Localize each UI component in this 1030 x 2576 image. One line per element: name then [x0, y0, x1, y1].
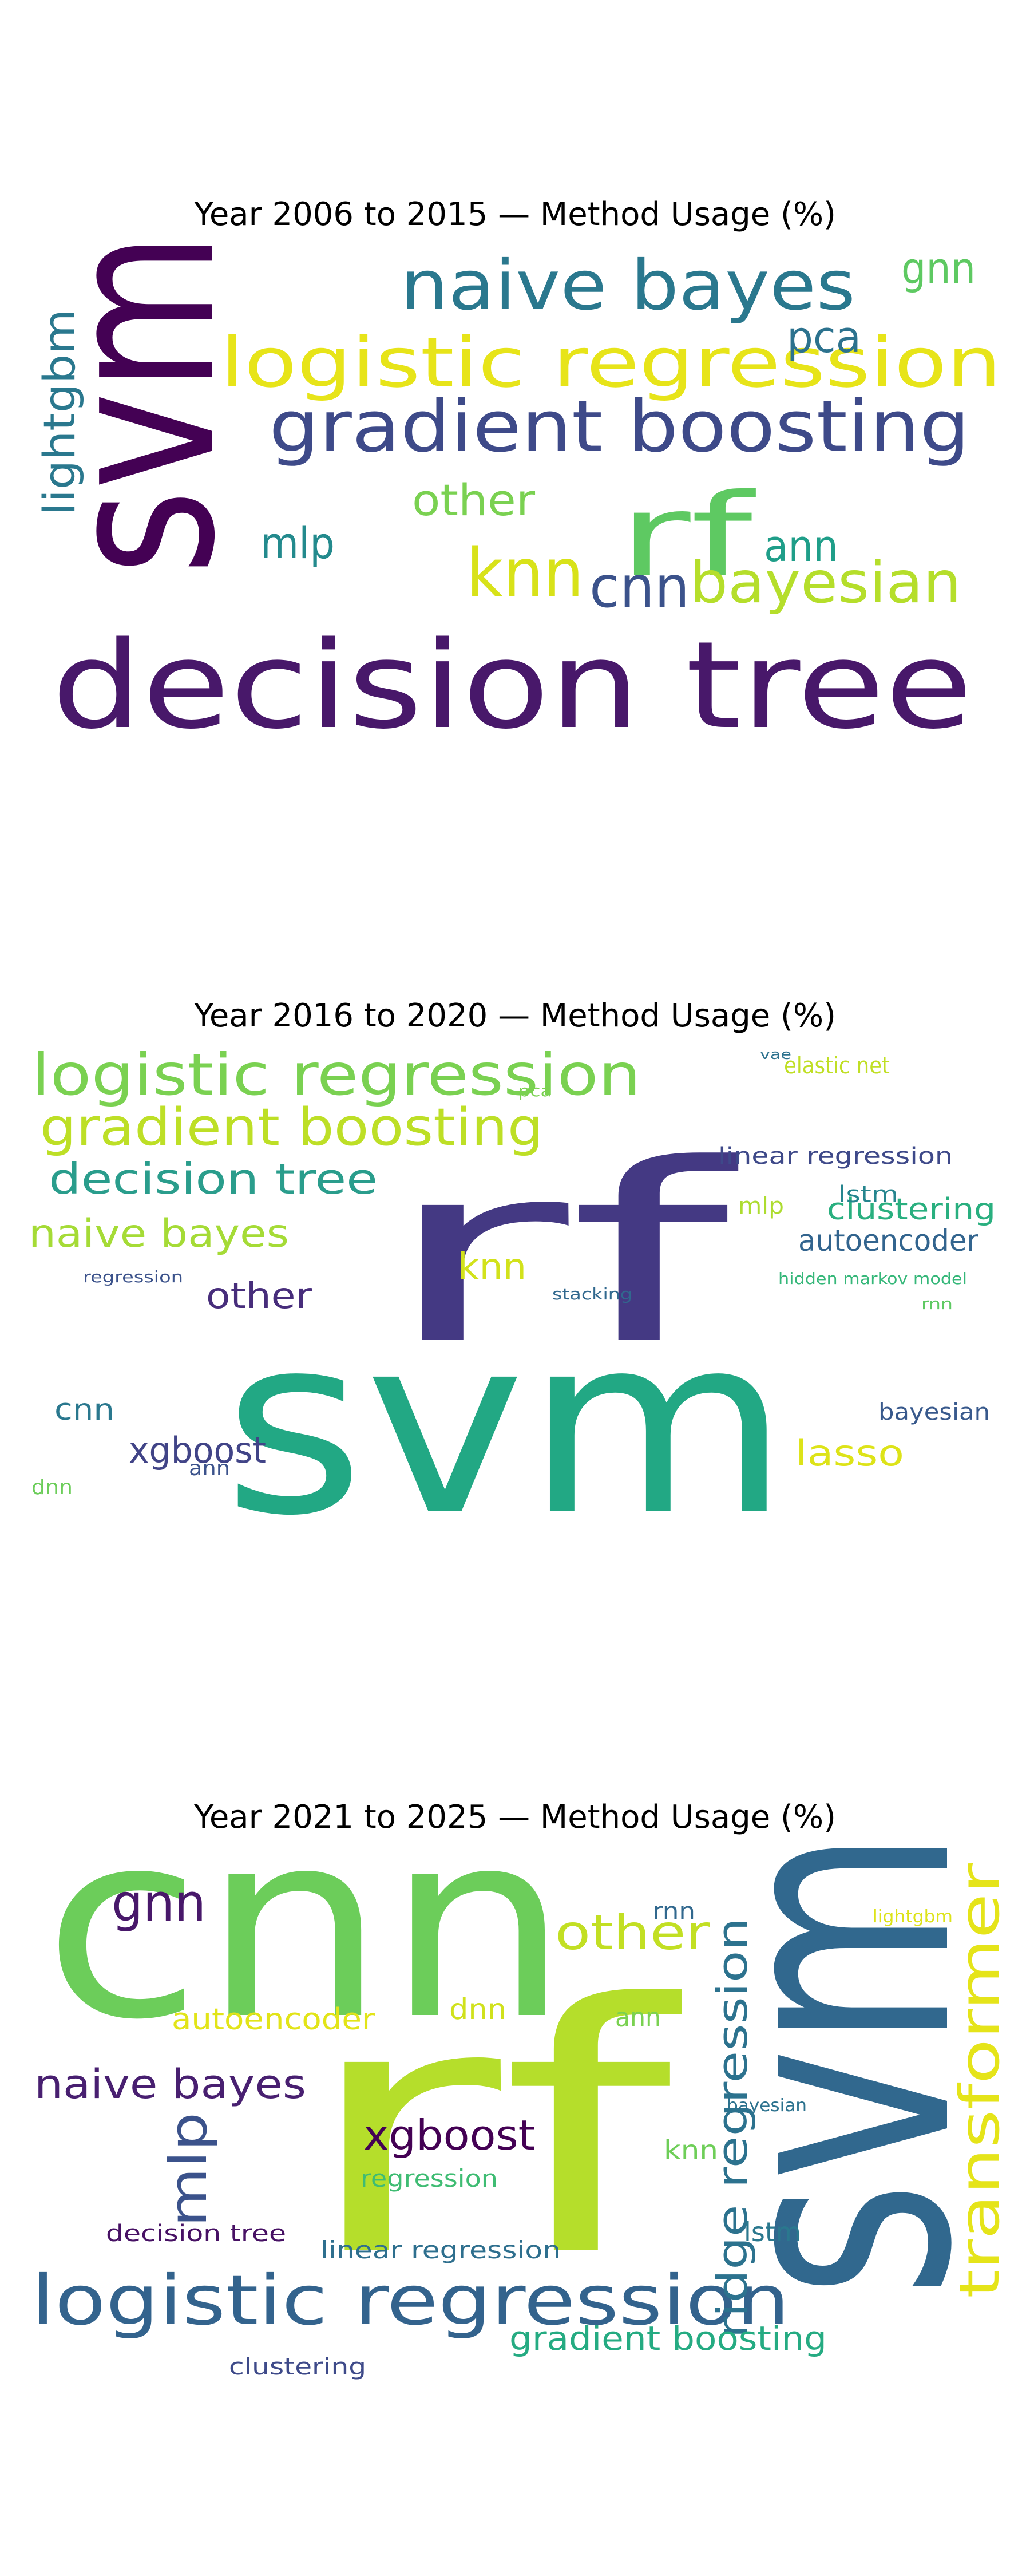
chart-title: Year 2006 to 2015 — Method Usage (%) [194, 196, 836, 233]
word-rf: rf [618, 469, 756, 603]
word-naive-bayes: naive bayes [29, 1211, 289, 1257]
word-svm: svm [223, 1283, 790, 1570]
word-transformer: transformer [948, 1863, 1012, 2298]
word-gradient-boosting: gradient boosting [269, 386, 970, 468]
word-elastic-net: elastic net [784, 1053, 890, 1079]
word-gnn: gnn [901, 243, 976, 294]
word-knn: knn [664, 2135, 718, 2166]
word-logistic-regression: logistic regression [31, 1041, 641, 1108]
word-rnn: rnn [921, 1294, 953, 1313]
word-knn: knn [458, 1246, 526, 1289]
word-clustering: clustering [229, 2354, 366, 2380]
word-mlp: mlp [159, 2112, 219, 2227]
word-bayesian: bayesian [690, 549, 961, 616]
word-rf: rf [381, 1112, 740, 1398]
word-regression: regression [360, 2164, 498, 2192]
word-stacking: stacking [552, 1285, 632, 1303]
word-ann: ann [615, 2002, 661, 2033]
word-cnn: cnn [589, 554, 690, 621]
word-regression: regression [83, 1267, 183, 1286]
word-logistic-regression: logistic regression [220, 323, 1001, 403]
word-ridge-regression: ridge regression [708, 1918, 756, 2338]
word-clustering: clustering [827, 1192, 996, 1227]
word-other: other [412, 475, 536, 526]
word-rf: rf [300, 1931, 684, 2331]
word-vae: vae [760, 1046, 791, 1062]
word-naive-bayes: naive bayes [401, 246, 855, 326]
word-autoencoder: autoencoder [172, 2002, 375, 2037]
word-pca: pca [518, 1081, 552, 1100]
word-svm: svm [661, 1832, 1020, 2298]
word-svm: svm [21, 232, 260, 575]
word-lstm: lstm [744, 2217, 801, 2247]
chart-title: Year 2021 to 2025 — Method Usage (%) [194, 1799, 836, 1836]
word-linear-regression: linear regression [320, 2236, 561, 2264]
word-dnn: dnn [449, 1993, 506, 2026]
word-decision-tree: decision tree [49, 1155, 378, 1204]
word-knn: knn [466, 534, 584, 613]
word-naive-bayes: naive bayes [34, 2061, 306, 2108]
word-gnn: gnn [112, 1873, 206, 1933]
word-lasso: lasso [795, 1432, 904, 1474]
word-hidden-markov-model: hidden markov model [778, 1269, 967, 1288]
word-rnn: rnn [652, 1898, 695, 1925]
word-other: other [555, 1905, 710, 1961]
word-pca: pca [787, 311, 861, 362]
word-gradient-boosting: gradient boosting [509, 2319, 827, 2358]
word-other: other [206, 1275, 312, 1317]
chart-title: Year 2016 to 2020 — Method Usage (%) [194, 997, 836, 1034]
word-gradient-boosting: gradient boosting [40, 1097, 544, 1157]
word-ann: ann [764, 520, 838, 571]
word-xgboost: xgboost [129, 1429, 266, 1471]
word-decision-tree: decision tree [52, 615, 973, 756]
word-bayesian: bayesian [727, 2096, 807, 2116]
word-cnn: cnn [43, 1832, 569, 2076]
word-lstm: lstm [838, 1182, 898, 1208]
word-autoencoder: autoencoder [798, 1224, 979, 1258]
word-mlp: mlp [738, 1193, 784, 1219]
word-decision-tree: decision tree [106, 2221, 286, 2247]
word-lightgbm: lightgbm [34, 309, 85, 515]
word-mlp: mlp [260, 517, 335, 568]
word-bayesian: bayesian [878, 1399, 990, 1425]
word-dnn: dnn [31, 1476, 73, 1499]
word-cnn: cnn [54, 1393, 114, 1427]
word-xgboost: xgboost [363, 2111, 535, 2159]
word-linear-regression: linear regression [718, 1143, 953, 1170]
word-lightgbm: lightgbm [873, 1907, 953, 1927]
wordcloud-2006-2015: svm decision tree gradient boostinglogisti… [21, 232, 1001, 756]
word-logistic-regression: logistic regression [31, 2261, 790, 2341]
word-ann: ann [189, 1457, 230, 1480]
